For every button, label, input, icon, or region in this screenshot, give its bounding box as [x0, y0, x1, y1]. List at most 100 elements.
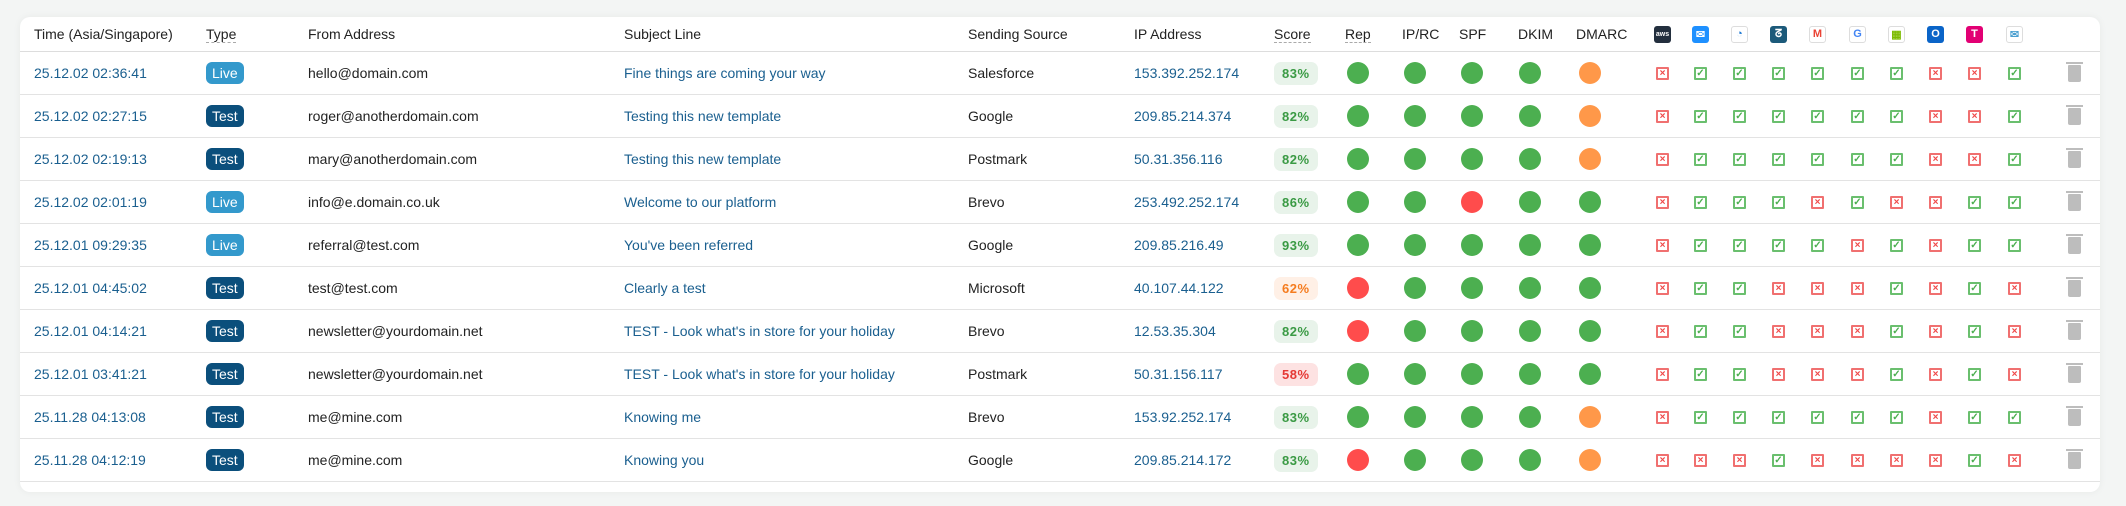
check-icon[interactable]: ✓: [1733, 324, 1746, 338]
dkim-status-dot[interactable]: [1519, 148, 1541, 170]
header-source[interactable]: Sending Source: [968, 26, 1068, 42]
cross-icon[interactable]: ×: [1656, 367, 1669, 381]
header-from[interactable]: From Address: [308, 26, 396, 42]
table-row[interactable]: 25.12.02 02:01:19 Live info@e.domain.co.…: [20, 181, 2100, 224]
spf-status-dot[interactable]: [1461, 234, 1483, 256]
check-icon[interactable]: ✓: [1890, 324, 1903, 338]
cross-icon[interactable]: ×: [1772, 281, 1785, 295]
cross-icon[interactable]: ×: [1929, 109, 1942, 123]
cross-icon[interactable]: ×: [1929, 324, 1942, 338]
check-icon[interactable]: ✓: [1968, 238, 1981, 252]
header-spf[interactable]: SPF: [1459, 26, 1487, 42]
rep-status-dot[interactable]: [1347, 234, 1369, 256]
subject-link[interactable]: Knowing me: [624, 409, 702, 425]
rep-status-dot[interactable]: [1347, 148, 1369, 170]
iprc-status-dot[interactable]: [1404, 234, 1426, 256]
iprc-status-dot[interactable]: [1404, 148, 1426, 170]
check-icon[interactable]: ✓: [1968, 281, 1981, 295]
cross-icon[interactable]: ×: [1890, 195, 1903, 209]
dmarc-status-dot[interactable]: [1579, 234, 1601, 256]
check-icon[interactable]: ✓: [1694, 281, 1707, 295]
cross-icon[interactable]: ×: [1929, 281, 1942, 295]
ip-link[interactable]: 40.107.44.122: [1134, 280, 1224, 296]
rep-status-dot[interactable]: [1347, 277, 1369, 299]
cross-icon[interactable]: ×: [1772, 324, 1785, 338]
dkim-status-dot[interactable]: [1519, 363, 1541, 385]
cross-icon[interactable]: ×: [1656, 195, 1669, 209]
time-link[interactable]: 25.12.02 02:01:19: [34, 194, 147, 210]
time-link[interactable]: 25.12.02 02:19:13: [34, 151, 147, 167]
table-row[interactable]: 25.12.01 03:41:21 Test newsletter@yourdo…: [20, 353, 2100, 396]
ip-link[interactable]: 12.53.35.304: [1134, 323, 1216, 339]
time-link[interactable]: 25.12.01 04:45:02: [34, 280, 147, 296]
subject-link[interactable]: Welcome to our platform: [624, 194, 777, 210]
dkim-status-dot[interactable]: [1519, 277, 1541, 299]
time-link[interactable]: 25.12.02 02:27:15: [34, 108, 147, 124]
check-icon[interactable]: ✓: [1811, 152, 1824, 166]
check-icon[interactable]: ✓: [1772, 410, 1785, 424]
dmarc-status-dot[interactable]: [1579, 363, 1601, 385]
cross-icon[interactable]: ×: [1811, 324, 1824, 338]
check-icon[interactable]: ✓: [1733, 238, 1746, 252]
dmarc-status-dot[interactable]: [1579, 277, 1601, 299]
check-icon[interactable]: ✓: [1851, 152, 1864, 166]
spf-status-dot[interactable]: [1461, 62, 1483, 84]
cross-icon[interactable]: ×: [2008, 324, 2021, 338]
check-icon[interactable]: ✓: [1851, 410, 1864, 424]
check-icon[interactable]: ✓: [1694, 238, 1707, 252]
check-icon[interactable]: ✓: [1733, 109, 1746, 123]
check-icon[interactable]: ✓: [1968, 324, 1981, 338]
check-icon[interactable]: ✓: [1890, 66, 1903, 80]
check-icon[interactable]: ✓: [1772, 66, 1785, 80]
dkim-status-dot[interactable]: [1519, 62, 1541, 84]
cross-icon[interactable]: ×: [1890, 453, 1903, 467]
time-link[interactable]: 25.12.01 04:14:21: [34, 323, 147, 339]
cross-icon[interactable]: ×: [1851, 367, 1864, 381]
trash-icon[interactable]: [2066, 61, 2083, 82]
check-icon[interactable]: ✓: [1968, 410, 1981, 424]
cross-icon[interactable]: ×: [2008, 367, 2021, 381]
check-icon[interactable]: ✓: [2008, 195, 2021, 209]
iprc-status-dot[interactable]: [1404, 406, 1426, 428]
check-icon[interactable]: ✓: [1811, 410, 1824, 424]
check-icon[interactable]: ✓: [2008, 238, 2021, 252]
check-icon[interactable]: ✓: [1890, 152, 1903, 166]
check-icon[interactable]: ✓: [1733, 367, 1746, 381]
header-subject[interactable]: Subject Line: [624, 26, 702, 42]
cross-icon[interactable]: ×: [1929, 453, 1942, 467]
cross-icon[interactable]: ×: [1929, 152, 1942, 166]
spf-status-dot[interactable]: [1461, 363, 1483, 385]
dmarc-status-dot[interactable]: [1579, 320, 1601, 342]
time-link[interactable]: 25.11.28 04:12:19: [34, 452, 146, 468]
table-row[interactable]: 25.12.02 02:19:13 Test mary@anotherdomai…: [20, 138, 2100, 181]
trash-icon[interactable]: [2066, 104, 2083, 125]
iprc-status-dot[interactable]: [1404, 277, 1426, 299]
dmarc-status-dot[interactable]: [1579, 449, 1601, 471]
check-icon[interactable]: ✓: [1772, 238, 1785, 252]
dmarc-status-dot[interactable]: [1579, 62, 1601, 84]
cross-icon[interactable]: ×: [1656, 109, 1669, 123]
rep-status-dot[interactable]: [1347, 406, 1369, 428]
cross-icon[interactable]: ×: [1656, 324, 1669, 338]
dkim-status-dot[interactable]: [1519, 234, 1541, 256]
trash-icon[interactable]: [2066, 233, 2083, 254]
cross-icon[interactable]: ×: [1851, 281, 1864, 295]
cross-icon[interactable]: ×: [1968, 109, 1981, 123]
check-icon[interactable]: ✓: [1851, 109, 1864, 123]
cross-icon[interactable]: ×: [1929, 66, 1942, 80]
check-icon[interactable]: ✓: [2008, 152, 2021, 166]
trash-icon[interactable]: [2066, 319, 2083, 340]
cross-icon[interactable]: ×: [1851, 324, 1864, 338]
subject-link[interactable]: TEST - Look what's in store for your hol…: [624, 323, 895, 339]
rep-status-dot[interactable]: [1347, 191, 1369, 213]
cross-icon[interactable]: ×: [1851, 453, 1864, 467]
check-icon[interactable]: ✓: [1694, 109, 1707, 123]
check-icon[interactable]: ✓: [1733, 410, 1746, 424]
cross-icon[interactable]: ×: [1656, 453, 1669, 467]
iprc-status-dot[interactable]: [1404, 105, 1426, 127]
cross-icon[interactable]: ×: [1929, 238, 1942, 252]
dmarc-status-dot[interactable]: [1579, 105, 1601, 127]
time-link[interactable]: 25.12.01 03:41:21: [34, 366, 147, 382]
table-row[interactable]: 25.11.28 04:12:19 Test me@mine.com Knowi…: [20, 439, 2100, 482]
cross-icon[interactable]: ×: [1968, 152, 1981, 166]
